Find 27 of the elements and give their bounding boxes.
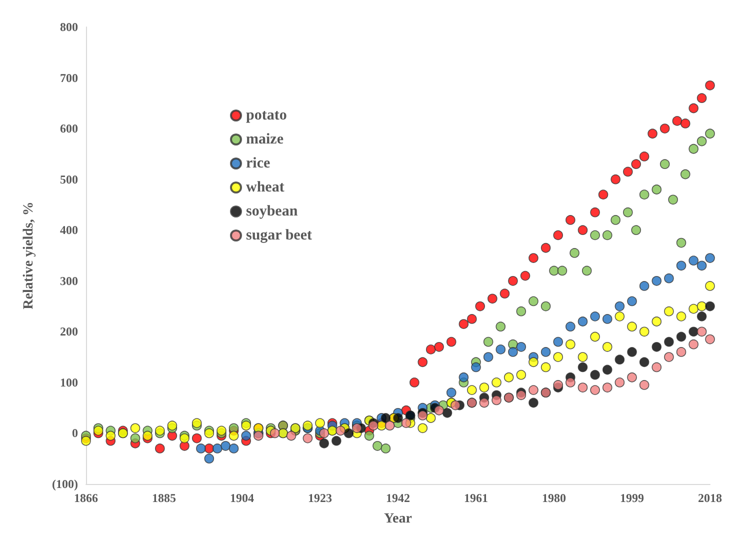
- y-tick-label: 400: [60, 223, 78, 238]
- y-tick-label: 600: [60, 122, 78, 136]
- y-tick-label: 100: [60, 375, 78, 390]
- x-tick-label: 1866: [74, 491, 98, 505]
- legend-label: soybean: [246, 204, 298, 220]
- y-tick-label: 0: [72, 426, 78, 440]
- x-tick-label: 2018: [698, 491, 722, 505]
- legend-label: sugar beet: [246, 228, 312, 244]
- y-tick-label: 800: [60, 20, 78, 34]
- legend-label: wheat: [246, 180, 284, 196]
- y-tick-label: 200: [60, 324, 78, 339]
- x-tick-label: 1980: [542, 491, 566, 505]
- legend-label: potato: [246, 108, 287, 124]
- y-tick-label: 500: [60, 172, 78, 186]
- y-tick-label: 700: [60, 70, 78, 85]
- y-axis-title: Relative yields, %: [22, 202, 36, 310]
- legend-label: maize: [246, 132, 284, 148]
- x-tick-label: 1961: [464, 491, 488, 505]
- y-tick-label: 300: [60, 274, 78, 288]
- y-tick-label: (100): [52, 477, 78, 491]
- x-axis-title: Year: [384, 512, 412, 526]
- x-tick-label: 1923: [308, 491, 332, 505]
- x-tick-label: 1904: [230, 491, 254, 505]
- x-tick-label: 1999: [620, 491, 644, 505]
- x-tick-label: 1885: [152, 491, 176, 505]
- legend-label: rice: [246, 156, 270, 172]
- x-tick-label: 1942: [386, 491, 410, 505]
